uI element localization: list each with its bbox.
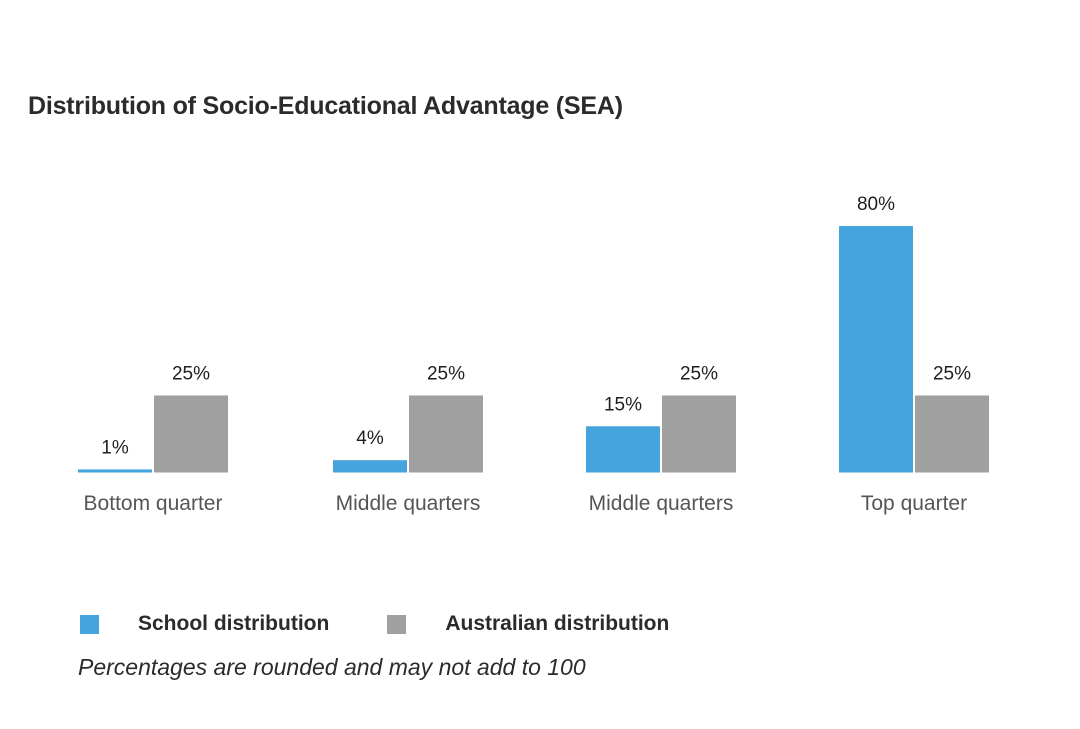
category-label-2: Middle quarters bbox=[589, 492, 734, 515]
bar-australian-1 bbox=[409, 395, 483, 473]
legend-item-australian: Australian distribution bbox=[387, 612, 669, 636]
bar-australian-2 bbox=[662, 395, 736, 473]
category-label-3: Top quarter bbox=[861, 492, 967, 515]
data-label-australian-1: 25% bbox=[427, 363, 465, 384]
data-label-school-3: 80% bbox=[857, 194, 895, 215]
data-label-australian-3: 25% bbox=[933, 363, 971, 384]
legend-item-school: School distribution bbox=[80, 612, 329, 636]
bar-australian-3 bbox=[915, 395, 989, 473]
data-label-school-0: 1% bbox=[101, 437, 129, 458]
bar-school-1 bbox=[333, 460, 407, 473]
bar-australian-0 bbox=[154, 395, 228, 473]
data-label-school-2: 15% bbox=[604, 394, 642, 415]
footnote: Percentages are rounded and may not add … bbox=[78, 654, 586, 680]
bar-school-0 bbox=[78, 469, 152, 473]
legend-swatch-australian bbox=[387, 614, 407, 634]
category-label-0: Bottom quarter bbox=[84, 492, 223, 515]
data-label-australian-0: 25% bbox=[172, 363, 210, 384]
bar-school-2 bbox=[586, 426, 660, 473]
data-label-australian-2: 25% bbox=[680, 363, 718, 384]
bar-school-3 bbox=[839, 226, 913, 473]
legend-label-school: School distribution bbox=[138, 612, 330, 635]
legend-swatch-school bbox=[80, 614, 99, 634]
data-label-school-1: 4% bbox=[356, 428, 384, 449]
legend: School distribution Australian distribut… bbox=[80, 612, 669, 636]
category-label-1: Middle quarters bbox=[336, 492, 481, 515]
legend-label-australian: Australian distribution bbox=[445, 612, 670, 635]
chart-title: Distribution of Socio-Educational Advant… bbox=[28, 92, 623, 120]
